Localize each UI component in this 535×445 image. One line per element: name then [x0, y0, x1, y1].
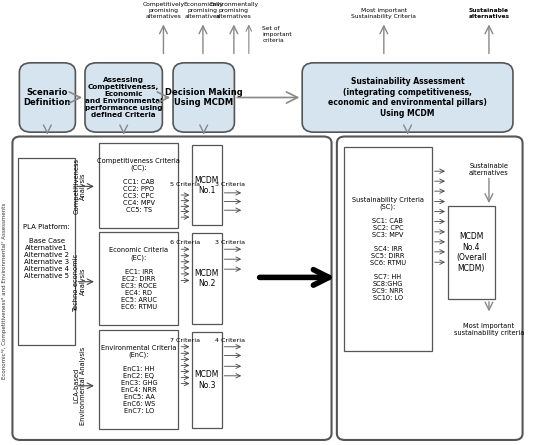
- Text: Competitively
promising
alternatives: Competitively promising alternatives: [142, 2, 185, 19]
- Text: Sustainable
alternatives: Sustainable alternatives: [469, 8, 509, 19]
- Text: Sustainability Assessment
(integrating competitiveness,
economic and environment: Sustainability Assessment (integrating c…: [328, 77, 487, 117]
- Bar: [192, 145, 221, 225]
- Bar: [100, 330, 178, 429]
- Text: Environmental Criteria
(EnC):

EnC1: HH
EnC2: EQ
EnC3: GHG
EnC4: NRR
EnC5: AA
En: Environmental Criteria (EnC): EnC1: HH E…: [101, 345, 177, 414]
- Text: MCDM
No.1: MCDM No.1: [195, 176, 219, 195]
- FancyBboxPatch shape: [85, 63, 163, 132]
- Text: Environmentally
promising
alternatives: Environmentally promising alternatives: [209, 2, 258, 19]
- Text: MCDM
No.2: MCDM No.2: [195, 269, 219, 288]
- Text: Most important
Sustainability Criteria: Most important Sustainability Criteria: [351, 8, 416, 19]
- Text: 3 Criteria: 3 Criteria: [215, 182, 245, 187]
- Text: Set of
important
criteria: Set of important criteria: [262, 26, 292, 43]
- Bar: [100, 232, 178, 325]
- Bar: [448, 206, 495, 299]
- Bar: [192, 233, 221, 324]
- Text: 5 Criteria: 5 Criteria: [170, 182, 200, 187]
- Text: Competitiveness Criteria
(CC):

CC1: CAB
CC2: PPO
CC3: CPC
CC4: MPV
CC5: TS: Competitiveness Criteria (CC): CC1: CAB …: [97, 158, 180, 213]
- Bar: [344, 147, 432, 351]
- Text: 7 Criteria: 7 Criteria: [170, 338, 200, 343]
- Text: 4 Criteria: 4 Criteria: [215, 338, 245, 343]
- Bar: [192, 332, 221, 428]
- Text: Sustainable
alternatives: Sustainable alternatives: [469, 162, 509, 175]
- Text: MCDM
No.4
(Overall
MCDM): MCDM No.4 (Overall MCDM): [456, 232, 487, 273]
- Text: Scenario
Definition: Scenario Definition: [24, 88, 71, 107]
- Text: 3 Criteria: 3 Criteria: [215, 240, 245, 245]
- Text: 6 Criteria: 6 Criteria: [170, 240, 200, 245]
- Text: Sustainability Criteria
(SC):

SC1: CAB
SC2: CPC
SC3: MPV

SC4: IRR
SC5: DIRR
SC: Sustainability Criteria (SC): SC1: CAB S…: [352, 197, 424, 301]
- Text: PLA Platform:

Base Case
Alternative1
Alternative 2
Alternative 3
Alternative 4
: PLA Platform: Base Case Alternative1 Alt…: [23, 224, 70, 279]
- Text: Assessing
Competitiveness,
Economic
and Environmental
performance using
defined : Assessing Competitiveness, Economic and …: [85, 77, 163, 118]
- FancyBboxPatch shape: [173, 63, 234, 132]
- Text: Techno-economic
Analysis: Techno-economic Analysis: [73, 253, 86, 311]
- FancyBboxPatch shape: [337, 137, 523, 440]
- Bar: [18, 158, 75, 344]
- FancyBboxPatch shape: [302, 63, 513, 132]
- Text: MCDM
No.3: MCDM No.3: [195, 370, 219, 390]
- Text: Economically
promising
alternatives: Economically promising alternatives: [183, 2, 223, 19]
- Text: LCA-based
Environmental Analysis: LCA-based Environmental Analysis: [73, 347, 86, 425]
- Text: Competitiveness
Analysis: Competitiveness Analysis: [73, 158, 86, 214]
- Text: Most important
sustainability criteria: Most important sustainability criteria: [454, 323, 524, 336]
- Text: Economic Criteria
(EC):

EC1: IRR
EC2: DIRR
EC3: ROCE
EC4: RD
EC5: ARUC
EC6: RTM: Economic Criteria (EC): EC1: IRR EC2: DI…: [109, 247, 169, 310]
- FancyBboxPatch shape: [19, 63, 75, 132]
- FancyBboxPatch shape: [12, 137, 332, 440]
- Text: Decision Making
Using MCDM: Decision Making Using MCDM: [165, 88, 242, 107]
- Bar: [100, 143, 178, 227]
- Text: Economicᵃʸ, Competitivenessᵃ and Environmentalᶜ Assessments: Economicᵃʸ, Competitivenessᵃ and Environ…: [3, 202, 7, 379]
